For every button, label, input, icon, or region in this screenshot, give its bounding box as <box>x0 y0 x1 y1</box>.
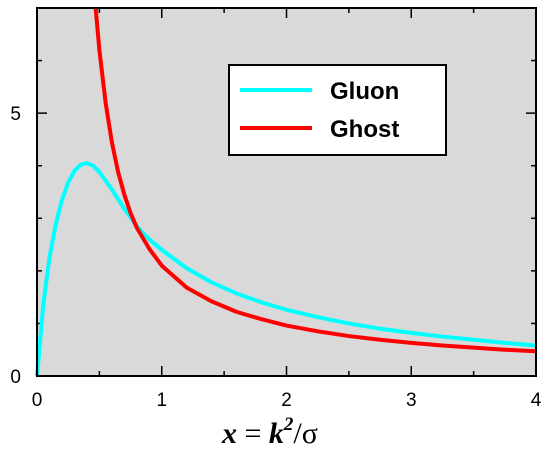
y-tick-label: 0 <box>10 367 21 388</box>
x-tick-label: 4 <box>531 390 542 411</box>
tick-labels: 0 1 2 3 4 0 5 <box>10 104 541 411</box>
x-tick-label: 2 <box>281 390 292 411</box>
y-tick-label: 5 <box>10 104 21 125</box>
legend-label-ghost: Ghost <box>330 116 399 143</box>
x-tick-label: 3 <box>406 390 417 411</box>
series-layer <box>35 7 537 377</box>
legend: Gluon Ghost <box>228 64 447 156</box>
legend-box <box>228 64 447 156</box>
x-tick-label: 0 <box>32 390 43 411</box>
legend-label-gluon: Gluon <box>330 78 399 105</box>
series-line-gluon <box>35 161 537 377</box>
series-line-ghost <box>93 7 537 354</box>
plot-frame <box>36 7 537 377</box>
x-axis-title: x = k2/σ <box>221 414 318 450</box>
x-tick-label: 1 <box>156 390 167 411</box>
